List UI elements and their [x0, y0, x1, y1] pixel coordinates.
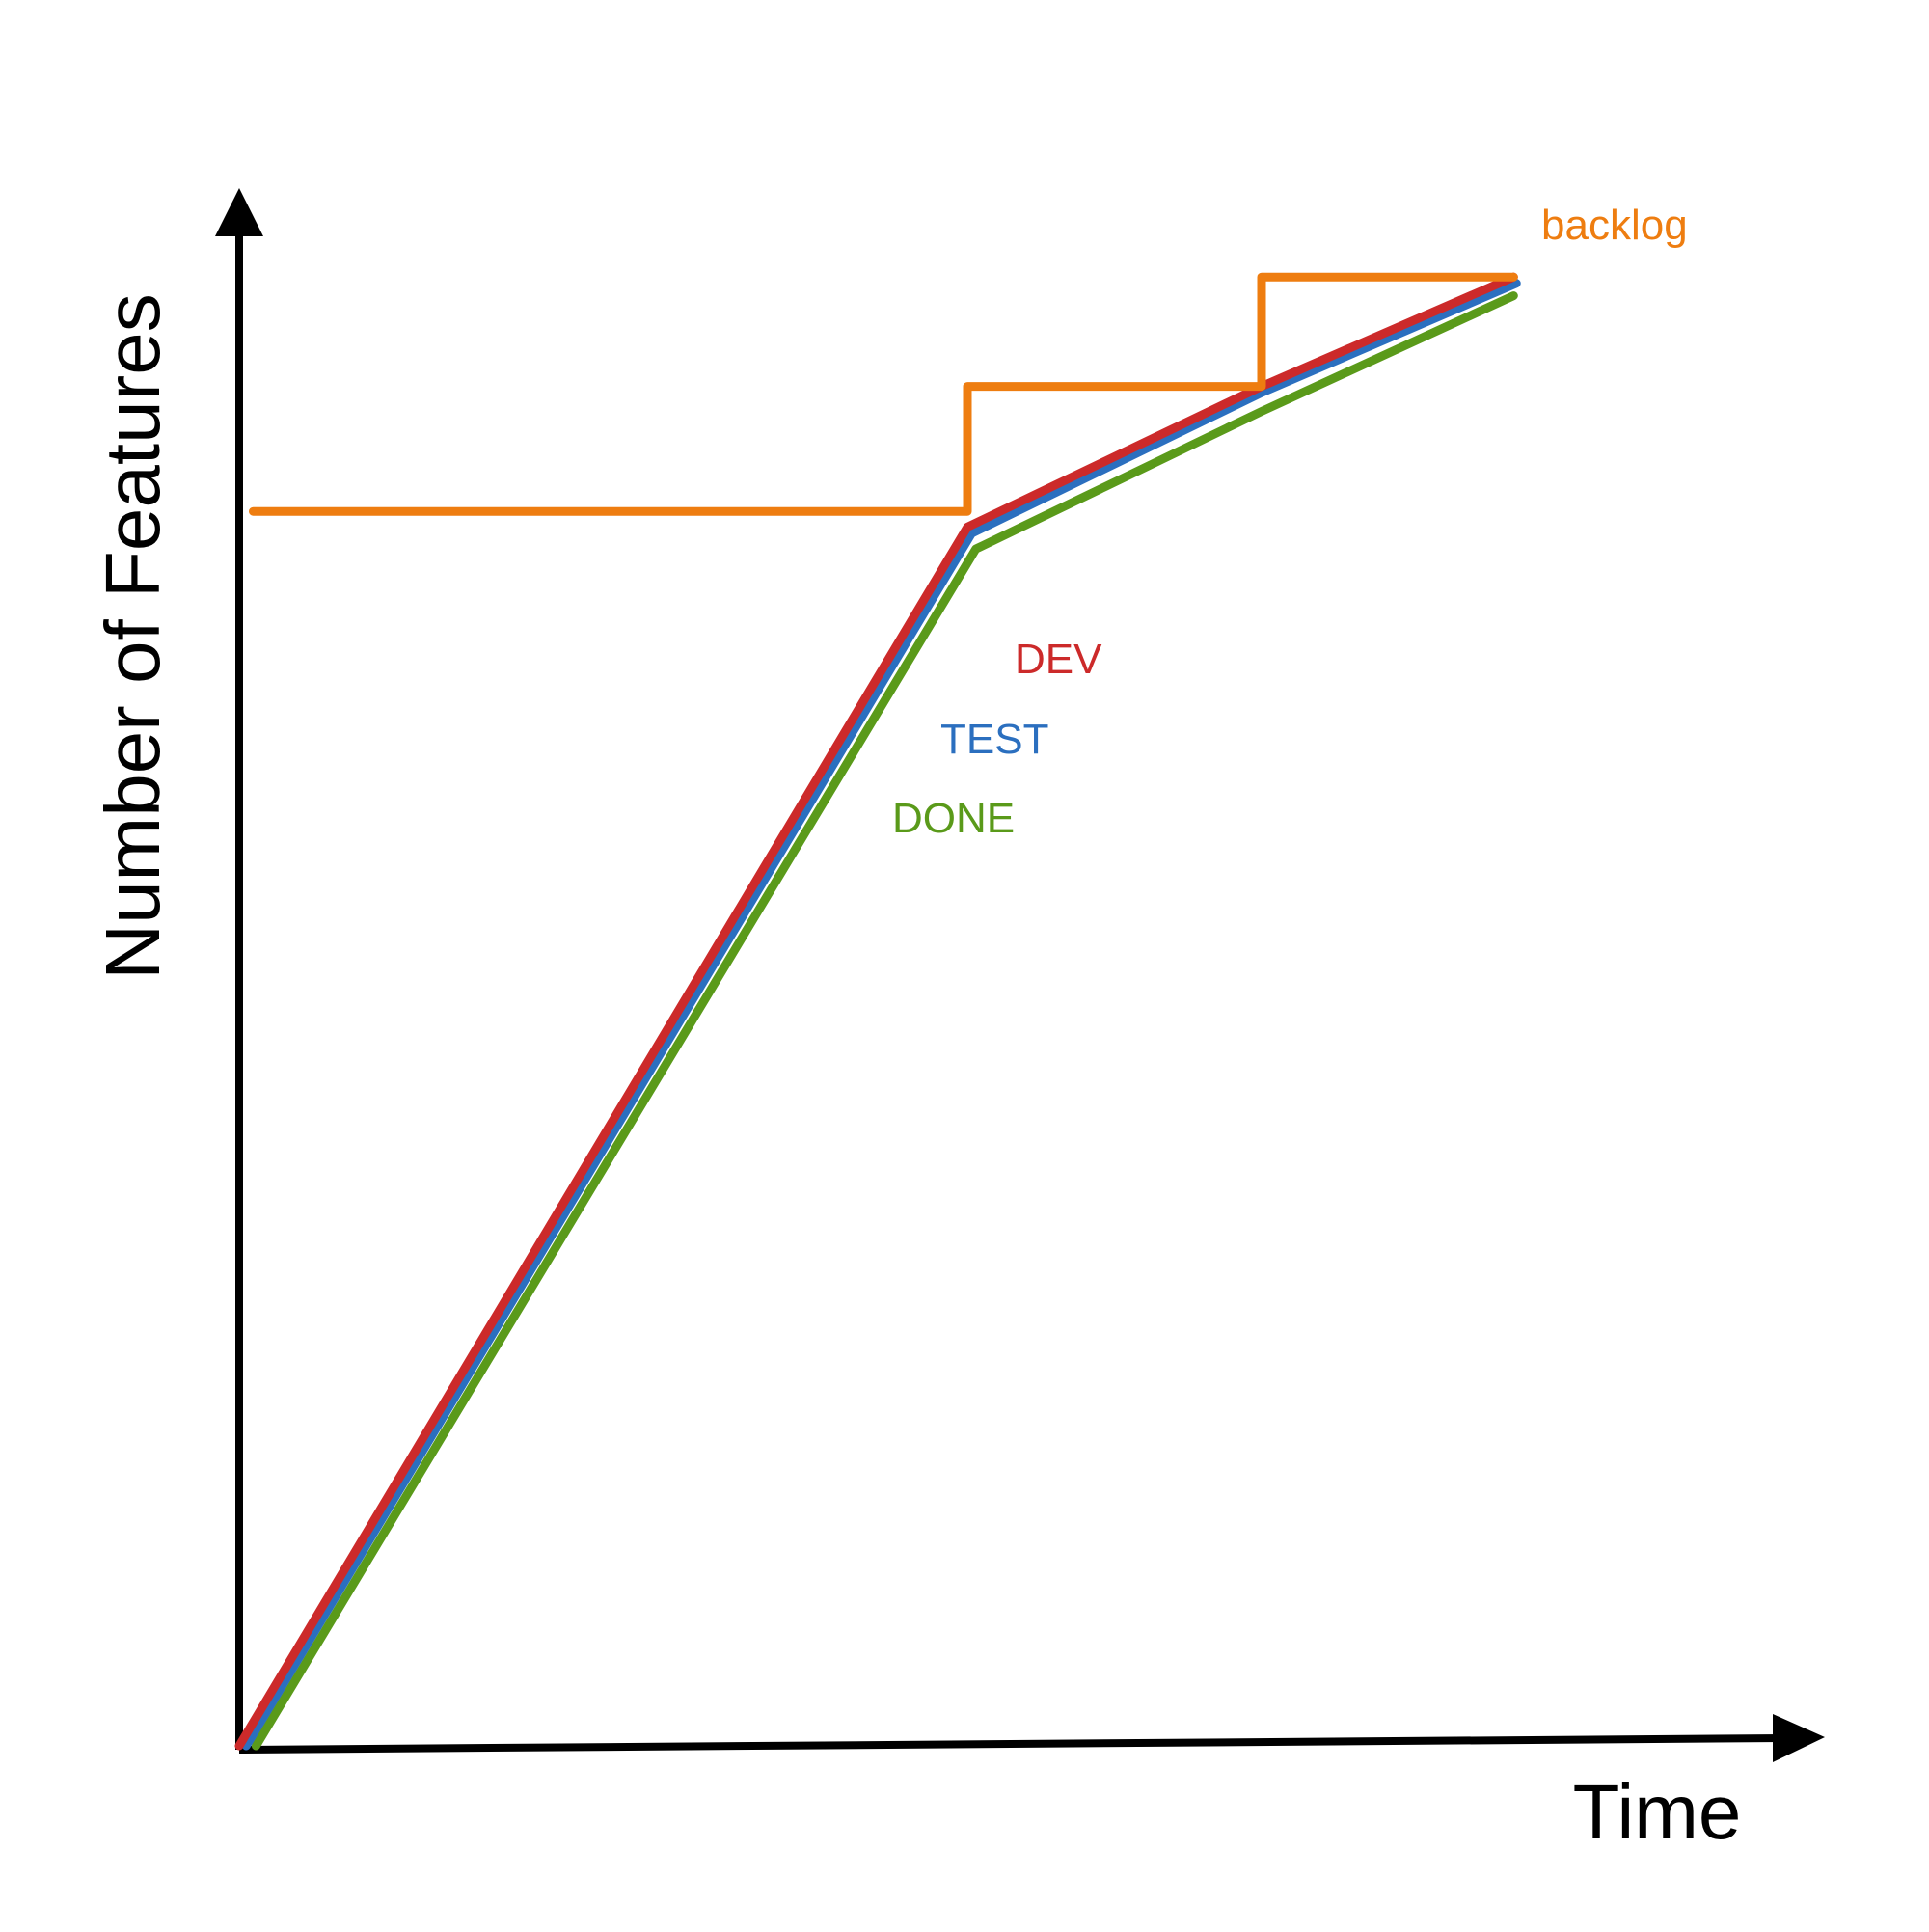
series-label-backlog: backlog — [1541, 202, 1688, 249]
y-axis-arrow — [215, 188, 263, 236]
series-line-backlog — [249, 272, 1518, 516]
series-label-test: TEST — [940, 716, 1048, 763]
x-axis-arrow — [1773, 1714, 1825, 1762]
series-line-test — [241, 279, 1521, 1751]
x-axis — [238, 1734, 1785, 1754]
series-line-done — [251, 291, 1518, 1751]
series-label-done: DONE — [892, 795, 1015, 842]
series-label-dev: DEV — [1015, 636, 1102, 683]
x-axis-label: Time — [1573, 1769, 1742, 1855]
series-line-dev — [234, 272, 1518, 1751]
series-layer — [234, 272, 1521, 1751]
y-axis-label: Number of Features — [90, 293, 176, 979]
